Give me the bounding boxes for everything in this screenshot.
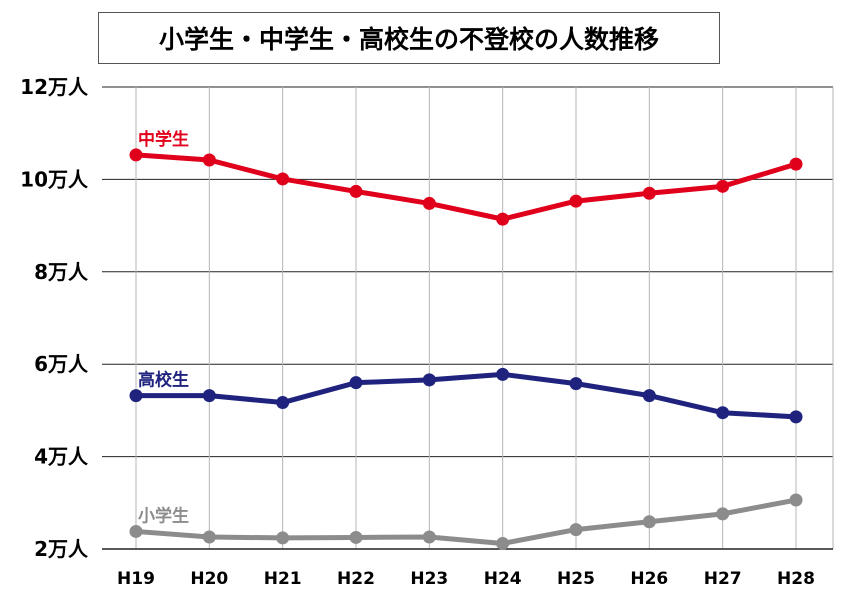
data-point bbox=[642, 186, 656, 200]
data-point bbox=[202, 153, 216, 167]
data-point bbox=[422, 196, 436, 210]
series-line bbox=[135, 152, 797, 222]
grid bbox=[102, 86, 834, 550]
data-point bbox=[716, 507, 730, 521]
series-label: 小学生 bbox=[138, 505, 189, 526]
x-tick-label: H27 bbox=[704, 569, 742, 589]
x-tick-label: H24 bbox=[484, 569, 522, 589]
x-tick-label: H28 bbox=[777, 569, 815, 589]
x-tick-label: H21 bbox=[264, 569, 302, 589]
data-point bbox=[129, 148, 143, 162]
series-label: 高校生 bbox=[138, 370, 189, 391]
y-tick-label: 8万人 bbox=[34, 260, 89, 284]
y-axis-ticks: 2万人 4万人 6万人 8万人 10万人 12万人 bbox=[20, 75, 89, 561]
series-1: 中学生 bbox=[129, 129, 803, 226]
data-point bbox=[789, 410, 803, 424]
data-point bbox=[716, 179, 730, 193]
x-tick-label: H20 bbox=[190, 569, 228, 589]
series-3: 小学生 bbox=[129, 493, 803, 550]
data-point bbox=[276, 396, 290, 410]
data-point bbox=[642, 389, 656, 403]
data-point bbox=[129, 524, 143, 538]
x-tick-label: H25 bbox=[557, 569, 595, 589]
data-point bbox=[276, 172, 290, 186]
x-tick-label: H23 bbox=[410, 569, 448, 589]
data-point bbox=[789, 493, 803, 507]
data-point bbox=[496, 212, 510, 226]
y-tick-label: 2万人 bbox=[34, 537, 89, 561]
data-point bbox=[569, 194, 583, 208]
series-2: 高校生 bbox=[129, 367, 803, 424]
data-point bbox=[349, 530, 363, 544]
data-point bbox=[276, 531, 290, 545]
data-point bbox=[202, 530, 216, 544]
data-point bbox=[349, 184, 363, 198]
x-tick-label: H22 bbox=[337, 569, 375, 589]
series-line bbox=[135, 497, 797, 546]
series-label: 中学生 bbox=[138, 129, 189, 150]
x-axis-ticks: H19 H20 H21 H22 H23 H24 H25 H26 H27 H28 bbox=[117, 569, 815, 589]
data-point bbox=[422, 373, 436, 387]
data-point bbox=[642, 515, 656, 529]
y-tick-label: 12万人 bbox=[20, 75, 89, 99]
data-point bbox=[716, 406, 730, 420]
x-tick-label: H19 bbox=[117, 569, 155, 589]
y-tick-label: 6万人 bbox=[34, 352, 89, 376]
series-line bbox=[136, 371, 797, 420]
data-point bbox=[129, 389, 143, 403]
data-point bbox=[496, 536, 510, 550]
data-point bbox=[569, 523, 583, 537]
data-point bbox=[569, 377, 583, 391]
data-point bbox=[789, 157, 803, 171]
y-tick-label: 4万人 bbox=[34, 445, 89, 469]
chart-title: 小学生・中学生・高校生の不登校の人数推移 bbox=[98, 12, 720, 64]
data-point bbox=[496, 367, 510, 381]
data-point bbox=[422, 530, 436, 544]
data-point bbox=[349, 376, 363, 390]
x-tick-label: H26 bbox=[630, 569, 668, 589]
data-point bbox=[202, 389, 216, 403]
y-tick-label: 10万人 bbox=[20, 167, 89, 191]
